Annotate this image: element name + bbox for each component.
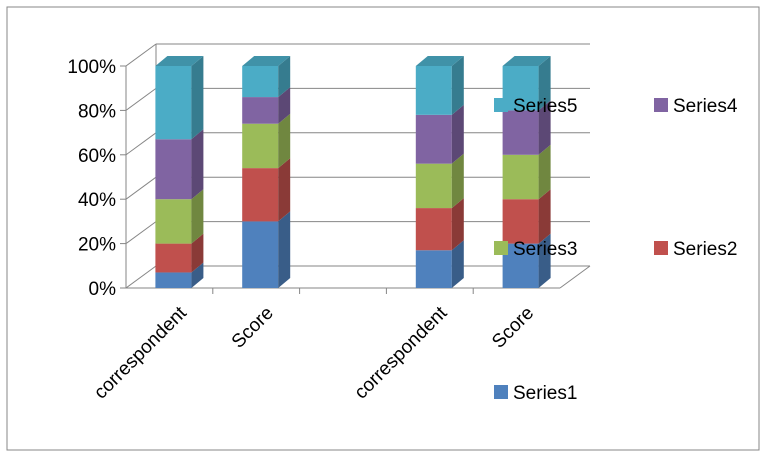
gridline-diagonal [125, 221, 157, 245]
bar-segment-series1 [502, 233, 551, 288]
bar-side-face [191, 129, 204, 200]
bar-front-face [242, 66, 279, 98]
bar-segment-series1 [415, 240, 464, 288]
bar-side-face [451, 56, 464, 115]
y-tick-label: 60% [78, 146, 116, 167]
bar-side-face [538, 233, 551, 288]
bar-side-face [451, 104, 464, 164]
bar-top-face [415, 56, 464, 66]
legend-label: Series3 [513, 239, 577, 260]
bar-segment-series4 [155, 129, 204, 200]
bar-side-face [451, 198, 464, 251]
legend-item-series3: Series3 [494, 239, 577, 260]
bar-front-face [155, 243, 192, 273]
bar-front-face [415, 208, 452, 251]
legend-swatch [654, 241, 668, 255]
bar-front-face [242, 97, 279, 124]
chart-border [6, 6, 760, 451]
bar-segment-series5 [155, 56, 204, 140]
bar-segment-series2 [502, 189, 551, 244]
legend-label: Series5 [513, 96, 577, 117]
y-axis-tick-labels: 0% 20% 40% 60% 80% 100% [67, 57, 116, 300]
legend-item-series1: Series1 [494, 383, 577, 404]
bar-front-face [502, 110, 539, 155]
legend-item-series2: Series2 [654, 239, 737, 260]
gridline-diagonal [125, 265, 157, 289]
bar-side-face [278, 87, 291, 124]
bar-segment-series2 [415, 198, 464, 251]
y-tick-label: 0% [89, 279, 117, 300]
bar-front-face [155, 199, 192, 244]
bar-front-face [502, 66, 539, 111]
bar-segment-series5 [242, 56, 291, 98]
gridline-diagonal [125, 43, 157, 67]
legend-swatch [494, 385, 508, 399]
bar-segment-series4 [502, 100, 551, 155]
legend-swatch [654, 98, 668, 112]
bar-side-face [538, 189, 551, 244]
bar-front-face [415, 66, 452, 115]
y-tick-label: 100% [67, 57, 116, 78]
y-tick-label: 20% [78, 235, 116, 256]
bar-side-face [538, 100, 551, 155]
bar-front-face [155, 139, 192, 200]
y-tick-label: 40% [78, 190, 116, 211]
bar-segment-series3 [242, 113, 291, 169]
bar-front-face [242, 221, 279, 288]
bar-side-face [451, 153, 464, 209]
legend: Series1 Series2 Series3 Series4 Series5 [494, 96, 738, 404]
bar-top-face [502, 56, 551, 66]
y-tick-label: 80% [78, 101, 116, 122]
bar-segment-series3 [155, 189, 204, 244]
gridline-diagonal [125, 132, 157, 156]
bar-side-face [191, 189, 204, 244]
gridline-diagonal [125, 176, 157, 200]
bar-segment-series2 [242, 158, 291, 222]
bar-segment-series5 [415, 56, 464, 115]
bar-front-face [155, 66, 192, 140]
bar-segment-series5 [502, 56, 551, 111]
floor-right-edge [559, 265, 591, 289]
bar-side-face [538, 56, 551, 111]
bar-segment-series2 [155, 233, 204, 273]
bar-front-face [242, 168, 279, 222]
bar-side-face [451, 240, 464, 288]
bar-side-face [538, 144, 551, 200]
bars [155, 56, 551, 288]
legend-label: Series2 [673, 239, 737, 260]
bar-segment-series3 [415, 153, 464, 209]
bar-side-face [278, 113, 291, 169]
bar-side-face [191, 56, 204, 140]
bar-side-face [278, 158, 291, 222]
legend-item-series5: Series5 [494, 96, 577, 117]
bar-segment-series1 [155, 262, 204, 288]
legend-item-series4: Series4 [654, 96, 738, 117]
legend-label: Series1 [513, 383, 577, 404]
bar-segment-series3 [502, 144, 551, 200]
bar-front-face [502, 199, 539, 244]
bar-side-face [278, 211, 291, 288]
bar-front-face [415, 114, 452, 164]
gridline-diagonal [125, 87, 157, 111]
bar-front-face [242, 123, 279, 169]
bar-segment-series1 [242, 211, 291, 288]
legend-swatch [494, 241, 508, 255]
bar-front-face [155, 272, 192, 288]
bar-segment-series4 [415, 104, 464, 164]
bar-side-face [191, 233, 204, 273]
bar-side-face [191, 262, 204, 288]
bar-front-face [502, 243, 539, 288]
legend-label: Series4 [673, 96, 738, 117]
bar-top-face [155, 56, 204, 66]
bar-top-face [242, 56, 291, 66]
legend-swatch [494, 98, 508, 112]
bar-front-face [415, 250, 452, 288]
bar-segment-series4 [242, 87, 291, 124]
bar-front-face [415, 163, 452, 209]
bar-side-face [278, 56, 291, 98]
bar-front-face [502, 154, 539, 200]
